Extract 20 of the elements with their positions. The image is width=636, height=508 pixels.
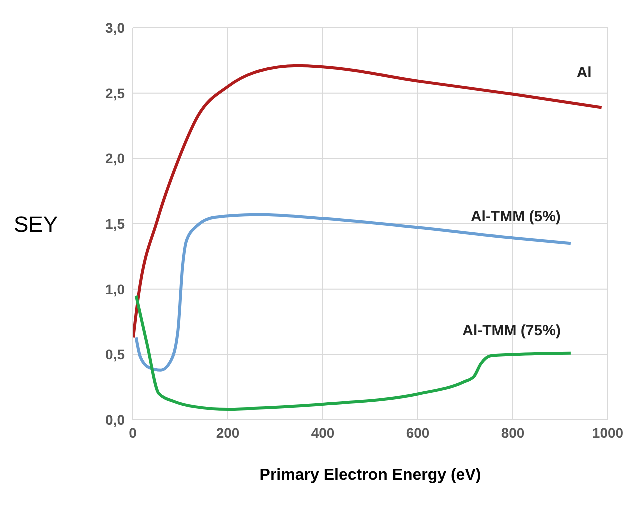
y-tick-label: 0,5 bbox=[106, 346, 126, 363]
x-axis-title: Primary Electron Energy (eV) bbox=[260, 467, 482, 484]
series-label: Al-TMM (75%) bbox=[462, 322, 561, 340]
series-label: Al bbox=[576, 64, 592, 82]
y-tick-label: 2,5 bbox=[106, 85, 126, 102]
line-series bbox=[133, 64, 604, 340]
x-tick-label: 400 bbox=[311, 424, 335, 441]
y-tick-label: 3,0 bbox=[106, 20, 126, 36]
x-tick-label: 800 bbox=[501, 424, 525, 441]
y-tick-label: 0,0 bbox=[106, 412, 126, 428]
series-label: Al-TMM (5%) bbox=[470, 208, 561, 226]
y-axis-title: SEY bbox=[14, 212, 58, 237]
x-tick-label: 200 bbox=[216, 424, 240, 441]
y-tick-label: 2,0 bbox=[106, 150, 126, 167]
x-tick-label: 600 bbox=[406, 424, 430, 441]
x-tick-label: 0 bbox=[129, 424, 138, 441]
y-tick-label: 1,0 bbox=[106, 281, 126, 298]
y-tick-label: 1,5 bbox=[106, 216, 126, 232]
x-tick-label: 1000 bbox=[592, 424, 624, 441]
line-series bbox=[134, 294, 572, 412]
